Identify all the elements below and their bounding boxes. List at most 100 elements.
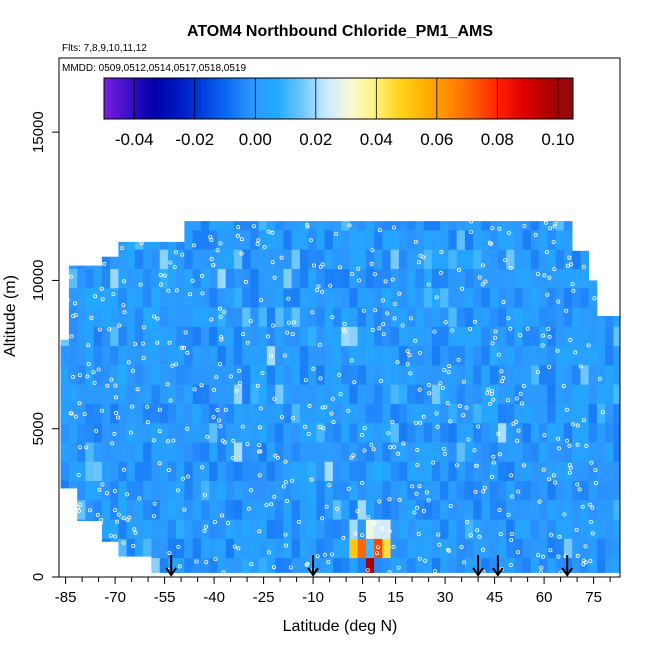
heatmap-cell-652: [357, 287, 367, 308]
heatmap-cell-396: [250, 461, 259, 481]
heatmap-cell-983: [506, 499, 515, 520]
colorbar-segment-99: [490, 78, 496, 119]
heatmap-cell-421: [258, 345, 268, 366]
heatmap-cell-498: [291, 326, 301, 347]
measurement-point-83: [459, 545, 464, 550]
heatmap-cell-804: [423, 287, 433, 308]
measurement-point-355: [200, 291, 205, 296]
heatmap-cell-689: [374, 307, 383, 327]
heatmap-cell-807: [423, 230, 433, 250]
heatmap-cell-624: [349, 461, 358, 481]
heatmap-cell-535: [308, 345, 317, 366]
measurement-point-457: [487, 401, 492, 406]
measurement-point-58: [427, 391, 432, 396]
heatmap-cell-303: [209, 422, 218, 443]
heatmap-cell-282: [200, 461, 210, 481]
heatmap-cell-896: [464, 345, 474, 366]
heatmap-cell-528: [308, 480, 317, 501]
heatmap-cell-767: [407, 268, 416, 289]
heatmap-cell-901: [464, 249, 474, 269]
heatmap-cell-1220: [613, 365, 620, 385]
heatmap-cell-243: [184, 480, 194, 501]
heatmap-cell-754: [407, 519, 416, 539]
heatmap-cell-15: [68, 365, 78, 385]
heatmap-cell-144: [134, 326, 144, 347]
measurement-point-491: [522, 223, 527, 228]
heatmap-cell-332: [217, 230, 227, 250]
heatmap-cell-355: [233, 519, 243, 539]
measurement-point-37: [217, 362, 222, 367]
heatmap-cell-894: [464, 384, 474, 404]
heatmap-cell-456: [275, 403, 284, 424]
heatmap-cell-277: [200, 557, 210, 573]
measurement-point-242: [468, 533, 473, 538]
heatmap-cell-1079: [547, 480, 556, 501]
measurement-point-499: [219, 335, 224, 340]
measurement-point-496: [112, 431, 117, 436]
heatmap-cell-735: [398, 519, 408, 539]
measurement-point-202: [461, 413, 466, 418]
measurement-point-545: [548, 226, 553, 231]
heatmap-cell-194: [159, 384, 169, 404]
heatmap-cell-668: [365, 345, 375, 366]
heatmap-cell-424: [258, 287, 268, 308]
colorbar-tick-label-0: -0.04: [115, 130, 154, 149]
heatmap-cell-511: [299, 442, 309, 462]
x-tick-label-0: -85: [55, 589, 77, 606]
heatmap-cell-890: [464, 461, 474, 481]
heatmap-cell-1216: [613, 442, 620, 462]
heatmap-cell-1082: [547, 422, 556, 443]
heatmap-cell-939: [481, 249, 491, 269]
measurement-point-517: [264, 503, 269, 508]
measurement-point-51: [328, 283, 333, 288]
heatmap-cell-406: [250, 268, 259, 289]
measurement-point-215: [439, 249, 444, 254]
heatmap-cell-733: [398, 557, 408, 573]
measurement-point-533: [105, 383, 110, 388]
measurement-point-327: [307, 403, 312, 408]
heatmap-cell-661: [365, 480, 375, 501]
heatmap-cell-1181: [588, 280, 598, 289]
measurement-point-526: [158, 282, 163, 287]
heatmap-cell-398: [250, 422, 259, 443]
heatmap-cell-1152: [580, 499, 590, 520]
heatmap-cell-1194: [596, 326, 606, 347]
heatmap-cell-997: [506, 230, 515, 250]
heatmap-cell-108: [118, 365, 128, 385]
heatmap-cell-555: [316, 326, 326, 347]
measurement-point-435: [270, 323, 275, 328]
heatmap-cell-438: [266, 384, 276, 404]
heatmap-cell-851: [448, 480, 458, 501]
colorbar-frame: [103, 77, 574, 120]
heatmap-cell-304: [209, 403, 218, 424]
heatmap-cell-698: [382, 499, 392, 520]
measurement-point-373: [236, 225, 241, 230]
heatmap-cell-223: [176, 519, 185, 539]
heatmap-cell-815: [431, 442, 441, 462]
heatmap-cell-848: [448, 538, 458, 559]
measurement-point-81: [446, 370, 451, 375]
heatmap-cell-245: [184, 442, 194, 462]
heatmap-cell-588: [332, 422, 342, 443]
heatmap-cell-1153: [580, 480, 590, 501]
heatmap-cell-372: [242, 557, 251, 573]
colorbar-segment-84: [432, 78, 437, 119]
measurement-point-169: [111, 292, 116, 297]
measurement-point-189: [73, 301, 78, 306]
heatmap-cell-786: [415, 268, 425, 289]
heatmap-cell-428: [258, 221, 268, 231]
heatmap-cell-723: [390, 384, 400, 404]
colorbar-segment-61: [342, 78, 347, 119]
measurement-point-522: [266, 229, 271, 234]
measurement-point-312: [165, 382, 170, 387]
heatmap-cell-42: [85, 422, 95, 443]
heatmap-cell-1049: [530, 326, 540, 347]
colorbar-segment-1: [107, 78, 113, 119]
measurement-point-167: [213, 557, 218, 562]
measurement-point-123: [267, 550, 272, 555]
heatmap-cell-985: [506, 461, 515, 481]
heatmap-cell-981: [506, 538, 515, 559]
heatmap-cell-798: [423, 403, 433, 424]
heatmap-cell-566: [324, 480, 334, 501]
heatmap-cell-429: [266, 557, 276, 573]
